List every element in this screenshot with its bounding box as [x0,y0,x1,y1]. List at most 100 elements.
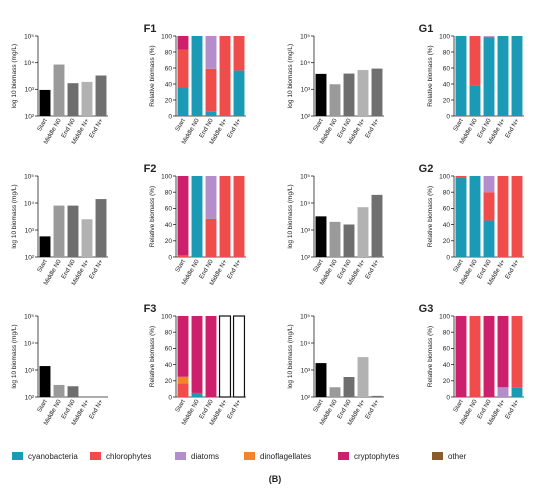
y-tick-label: 10³ [25,227,35,234]
y-tick-label: 10⁵ [24,33,34,40]
y-tick-label: 0 [168,394,172,401]
bar [67,83,79,116]
bar-segment-cyanobacteria [511,36,523,116]
y-tick-label: 40 [165,81,173,88]
bar [81,81,93,116]
y-tick-label: 40 [165,362,173,369]
bar-segment-chlorophytes [233,176,245,257]
panel-f2-relative: Relative biomass (%)020406080100StartMid… [149,173,246,287]
bar [39,89,51,116]
x-tick-label: End N+ [364,398,381,420]
bar-segment-cyanobacteria [469,85,481,116]
y-tick-label: 100 [161,33,172,40]
empty-bar [232,315,246,398]
y-tick-label: 10³ [25,367,35,374]
y-tick-label: 20 [165,97,173,104]
x-tick-label: Start [312,398,325,413]
y-tick-label: 60 [443,346,451,353]
y-tick-label: 40 [443,222,451,229]
y-tick-label: 10⁴ [24,340,34,347]
x-tick-label: End N+ [226,117,243,139]
y-tick-label: 60 [443,65,451,72]
y-tick-label: 0 [446,113,450,120]
bar-segment-chlorophytes [219,176,231,257]
bar-segment-chlorophytes [205,218,217,257]
y-tick-label: 10² [301,394,311,401]
figure-label: (B) [269,474,282,484]
legend-label: diatoms [191,452,219,461]
bar [53,64,65,116]
bar [39,366,51,397]
legend-label: other [448,452,467,461]
y-tick-label: 80 [443,330,451,337]
panel-title: F2 [144,163,157,175]
legend-item-dinoflagellates: dinoflagellates [244,452,311,461]
y-tick-label: 20 [443,97,451,104]
bar [81,219,93,257]
bar [67,205,79,257]
x-tick-label: Start [174,117,187,132]
panel-title: F1 [144,23,157,35]
bar-segment-cyanobacteria [177,88,189,116]
y-tick-label: 100 [439,173,450,180]
panel-f1-biomass: F1 log 10 biomass (mg/L) 10² 10³ 10⁴ 10⁵ Start… [11,23,156,146]
bar-segment-diatoms [483,36,495,37]
bar-segment-cyanobacteria [511,387,523,397]
x-tick-label: End N+ [504,258,521,280]
panel-title: G2 [419,163,434,175]
legend-label: cryptophytes [354,452,399,461]
legend-swatch [175,452,186,460]
y-tick-label: 10² [25,113,35,120]
x-tick-label: End N+ [226,258,243,280]
legend-item-cyanobacteria: cyanobacteria [12,452,78,461]
bar-segment-cyanobacteria [483,37,495,116]
legend-swatch [12,452,23,460]
panel-f1-relative: Relative biomass (%)020406080100StartMid… [149,33,246,146]
x-tick-label: Start [36,398,49,413]
legend-swatch [338,452,349,460]
y-tick-label: 10⁴ [24,200,34,207]
bar-segment-cyanobacteria [205,111,217,116]
bar [343,377,355,397]
bar [357,207,369,257]
y-axis-label: Relative biomass (%) [149,326,156,387]
bar-segment-cyanobacteria [191,392,203,397]
y-tick-label: 10⁵ [24,313,34,320]
panel-g3-biomass: log 10 biomass (mg/L)10²10³10⁴10⁵StartMi… [287,313,384,427]
y-tick-label: 10⁵ [24,173,34,180]
x-tick-label: End N+ [226,398,243,420]
legend: cyanobacteria chlorophytes diatoms dinoflag… [12,452,467,461]
y-axis-label: Relative biomass (%) [427,186,434,247]
bar-segment-diatoms [483,176,495,193]
y-tick-label: 0 [168,113,172,120]
y-axis-label: log 10 biomass (mg/L) [11,44,18,108]
x-tick-label: Start [174,398,187,413]
x-tick-label: End N+ [88,117,105,139]
y-tick-label: 100 [161,173,172,180]
bar-segment-chlorophytes [483,36,495,38]
bar [371,194,383,257]
bar-segment-cyanobacteria [469,176,481,257]
y-axis-label: log 10 biomass (mg/L) [11,184,18,248]
legend-swatch [90,452,101,460]
y-tick-label: 10² [25,394,35,401]
bar-segment-cyanobacteria [455,177,467,257]
bar [95,75,107,116]
bar-segment-cryptophytes [455,316,467,397]
x-tick-label: End N+ [364,258,381,280]
bar [371,395,383,397]
legend-item-cryptophytes: cryptophytes [338,452,399,461]
legend-item-chlorophytes: chlorophytes [90,452,151,461]
x-tick-label: End N+ [88,398,105,420]
bar-segment-cyanobacteria [191,176,203,257]
y-tick-label: 80 [165,330,173,337]
bar-segment-diatoms [497,387,509,397]
y-tick-label: 80 [443,190,451,197]
x-tick-label: End N+ [364,117,381,139]
y-tick-label: 60 [165,346,173,353]
panel-title: F3 [144,303,157,315]
y-tick-label: 10⁴ [300,340,310,347]
y-tick-label: 20 [443,238,451,245]
